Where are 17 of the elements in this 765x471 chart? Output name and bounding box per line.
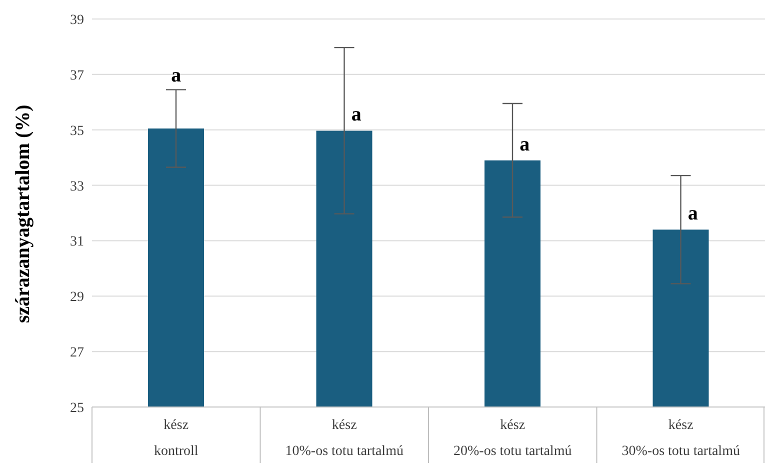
y-tick-label: 35 — [70, 124, 84, 139]
x-tick-label: kész 20%-os totu tartalmú — [454, 418, 572, 459]
y-tick-label: 27 — [70, 346, 84, 361]
y-tick-label: 25 — [70, 400, 84, 416]
x-tick-label: kész kontroll — [154, 418, 198, 459]
x-tick-label: kész 10%-os totu tartalmú — [285, 418, 404, 459]
y-tick-label: 37 — [70, 68, 84, 84]
annotation: a — [688, 202, 698, 225]
y-tick-label: 33 — [70, 179, 84, 194]
y-tick-label: 39 — [70, 12, 84, 28]
x-tick-label: kész 30%-os totu tartalmú — [622, 418, 740, 459]
annotation: a — [171, 64, 182, 87]
annotation: a — [351, 104, 362, 126]
annotation: a — [520, 133, 530, 156]
y-tick-label: 29 — [70, 290, 84, 306]
y-axis-title: szárazanyagtartalom (%) — [12, 104, 34, 323]
y-tick-label: 31 — [70, 234, 84, 250]
